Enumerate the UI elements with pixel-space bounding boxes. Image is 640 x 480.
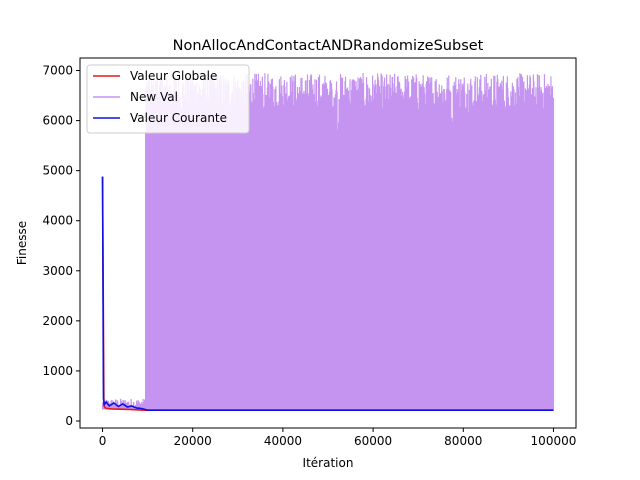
x-tick-label: 100000 (531, 434, 577, 448)
series-layer (101, 73, 555, 412)
x-tick-label: 20000 (174, 434, 212, 448)
plot-frame (79, 57, 577, 429)
legend-label-valeur-globale: Valeur Globale (130, 69, 217, 83)
y-tick-label: 1000 (42, 364, 73, 378)
series-line-valeur-courante (101, 176, 554, 412)
y-tick-label: 0 (65, 414, 73, 428)
x-tick-label: 40000 (264, 434, 302, 448)
y-tick-label: 5000 (42, 164, 73, 178)
x-axis-ticks: 0 20000 40000 60000 80000 100000 (99, 428, 577, 448)
legend-label-new-val: New Val (130, 90, 178, 104)
y-tick-label: 2000 (42, 314, 73, 328)
x-tick-label: 80000 (444, 434, 482, 448)
y-tick-label: 4000 (42, 214, 73, 228)
y-axis-label: Finesse (15, 221, 29, 265)
legend-box (86, 64, 250, 134)
chart-title: NonAllocAndContactANDRandomizeSubset (173, 38, 484, 54)
legend-label-valeur-courante: Valeur Courante (130, 111, 227, 125)
x-tick-label: 60000 (354, 434, 392, 448)
x-tick-label: 0 (99, 434, 107, 448)
y-axis-ticks: 0 1000 2000 3000 4000 5000 6000 7000 (42, 64, 80, 428)
y-tick-label: 6000 (42, 114, 73, 128)
legend: Valeur Globale New Val Valeur Courante (86, 64, 250, 134)
y-tick-label: 3000 (42, 264, 73, 278)
y-tick-label: 7000 (42, 64, 73, 78)
series-line-new-val (101, 73, 555, 411)
x-axis-label: Itération (303, 456, 354, 470)
